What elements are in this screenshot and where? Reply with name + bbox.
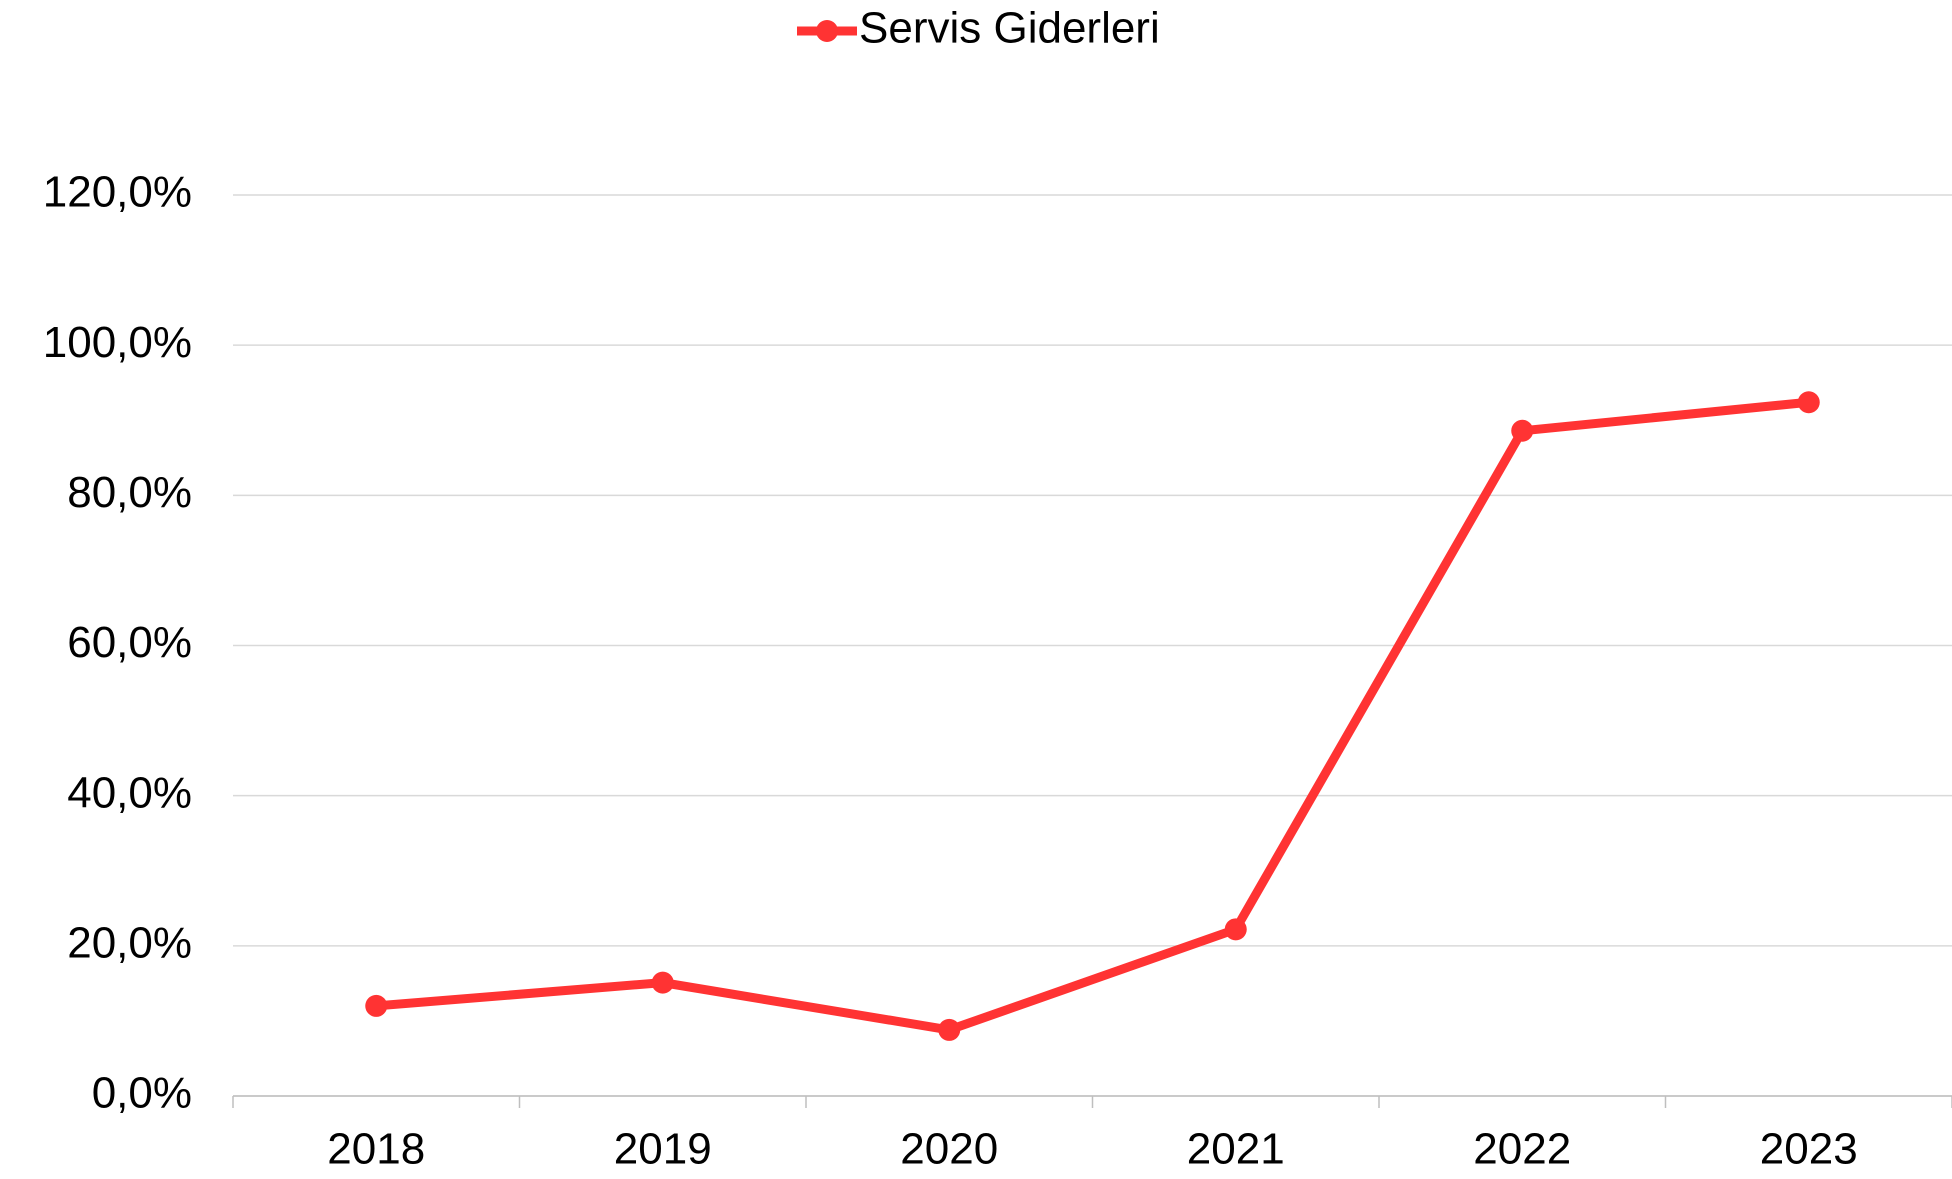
y-tick-label: 60,0% — [67, 618, 192, 667]
x-tick-label: 2022 — [1473, 1125, 1571, 1174]
series-line — [375, 397, 1810, 1035]
point-marker — [1797, 391, 1820, 414]
point-marker — [1224, 918, 1247, 941]
point-marker — [1511, 419, 1534, 442]
x-tick-label: 2018 — [327, 1125, 425, 1174]
x-tick-label: 2021 — [1187, 1125, 1285, 1174]
x-tick-label: 2020 — [900, 1125, 998, 1174]
x-tick-label: 2019 — [614, 1125, 712, 1174]
y-tick-label: 100,0% — [43, 318, 192, 367]
legend-marker — [816, 20, 838, 42]
y-tick-label: 80,0% — [67, 468, 192, 517]
legend-label: Servis Giderleri — [859, 4, 1160, 53]
point-marker — [651, 971, 674, 994]
y-tick-label: 40,0% — [67, 768, 192, 817]
x-tick-label: 2023 — [1760, 1125, 1858, 1174]
y-tick-label: 20,0% — [67, 918, 192, 967]
y-tick-label: 0,0% — [92, 1069, 192, 1118]
point-marker — [365, 994, 388, 1017]
point-marker — [938, 1018, 961, 1041]
y-tick-label: 120,0% — [43, 168, 192, 217]
